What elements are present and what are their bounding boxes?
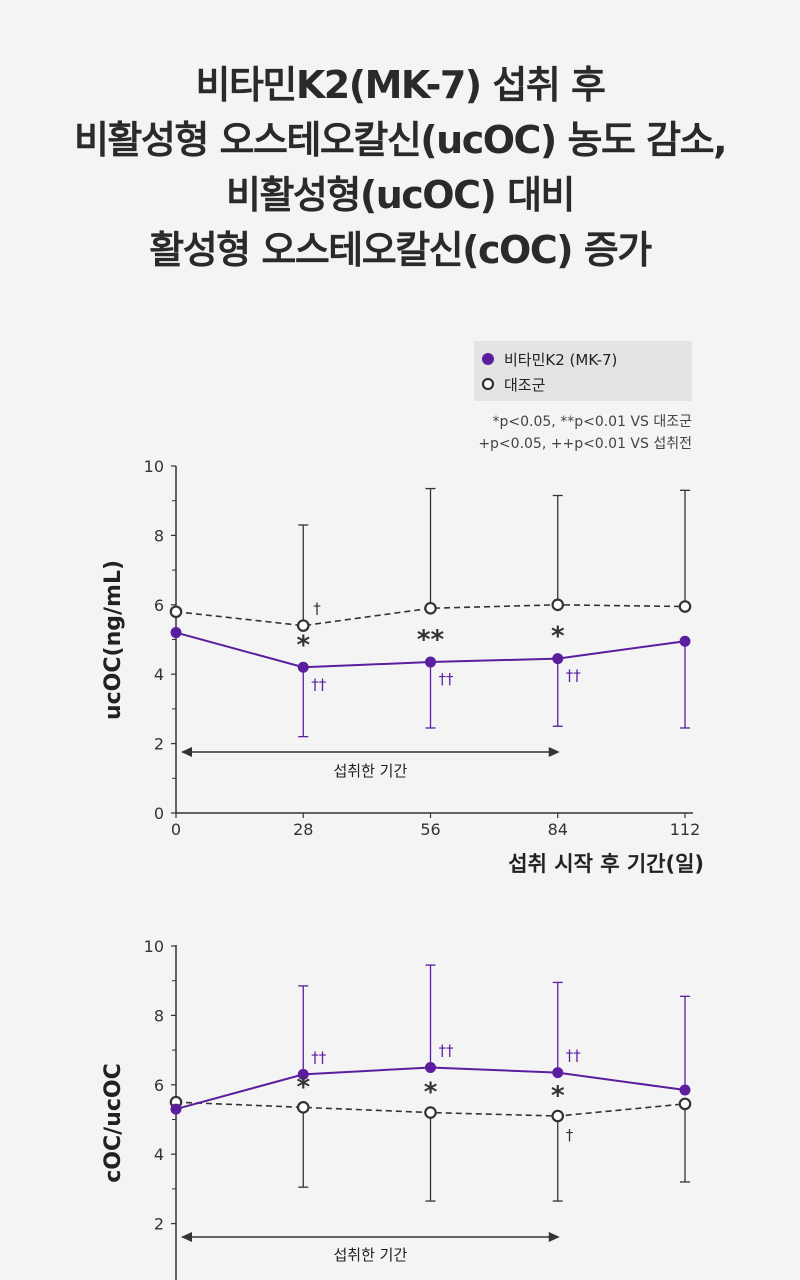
chart2-point-treatment: [679, 1084, 691, 1096]
chart2-y-tick-label: 2: [154, 1215, 164, 1234]
chart2-point-treatment: [552, 1067, 564, 1079]
chart1-series-line-control: [175, 603, 686, 627]
chart2-point-control: [551, 1109, 565, 1123]
chart2-point-control: [424, 1106, 437, 1119]
headline-line-4: 활성형 오스테오칼신(cOC) 증가: [149, 228, 652, 272]
chart1-dagger-control: †: [313, 600, 321, 618]
chart2-significance-star: *: [296, 1072, 310, 1102]
chart2-point-treatment: [170, 1103, 182, 1115]
chart1-intake-period-label: 섭취한 기간: [333, 762, 407, 780]
chart2-dagger-treatment: ††: [439, 1041, 455, 1059]
chart2-y-axis-label: cOC/ucOC: [101, 1063, 126, 1182]
legend-item-treatment: 비타민K2 (MK-7): [482, 349, 618, 370]
chart1-y-tick-label: 6: [154, 596, 164, 615]
open-circle-icon: [482, 378, 494, 390]
chart1-x-tick-label: 56: [420, 820, 440, 839]
chart2-dagger-treatment: ††: [566, 1047, 582, 1065]
chart1-point-control: [296, 619, 310, 632]
chart1-y-tick-label: 8: [154, 526, 164, 545]
chart2-significance-star: *: [551, 1081, 565, 1111]
legend: 비타민K2 (MK-7) 대조군: [474, 341, 692, 401]
headline: 비타민K2(MK-7) 섭취 후 비활성형 오스테오칼신(ucOC) 농도 감소…: [0, 58, 800, 278]
chart1-x-tick-label: 28: [293, 820, 313, 839]
chart2-y-tick-label: 10: [144, 937, 164, 956]
legend-item-control: 대조군: [482, 374, 546, 395]
headline-line-2: 비활성형 오스테오칼신(ucOC) 농도 감소,: [73, 118, 728, 162]
chart2-point-treatment: [425, 1061, 436, 1073]
chart2-point-control: [296, 1101, 310, 1114]
chart1-y-axis-label: ucOC(ng/mL): [101, 560, 126, 720]
legend-label-control: 대조군: [504, 376, 546, 394]
chart1-significance-star: *: [296, 630, 310, 660]
chart2-intake-period-label: 섭취한 기간: [333, 1246, 407, 1264]
chart1-dagger-treatment: ††: [566, 667, 582, 685]
chart1-x-tick-label: 0: [171, 820, 181, 839]
chart2-point-control: [678, 1097, 692, 1111]
chart1-significance-star: *: [551, 622, 565, 652]
chart2-dagger-treatment: ††: [311, 1048, 327, 1066]
chart2-arrow-head-left: [181, 1232, 192, 1242]
chart1-significance-star: **: [417, 625, 445, 655]
chart1-y-tick-label: 4: [154, 665, 164, 684]
chart1-y-tick-label: 0: [154, 804, 164, 823]
chart1-point-control: [424, 601, 437, 615]
chart2-y-tick-label: 8: [154, 1006, 164, 1025]
chart1-arrow-head-left: [181, 747, 192, 757]
headline-line-1: 비타민K2(MK-7) 섭취 후: [195, 63, 606, 107]
chart1-point-control: [678, 600, 692, 613]
chart1-point-treatment: [679, 635, 691, 647]
chart1-x-tick-label: 84: [548, 820, 568, 839]
chart1-y-tick-label: 2: [154, 735, 164, 754]
chart1-y-tick-label: 10: [144, 457, 164, 476]
significance-note-2: +p<0.05, ++p<0.01 VS 섭취전: [478, 436, 692, 452]
chart1-x-axis-label: 섭취 시작 후 기간(일): [508, 852, 704, 876]
chart2-dagger-control: †: [566, 1126, 574, 1144]
chart1-point-treatment: [170, 627, 182, 639]
chart1-point-treatment: [297, 661, 309, 673]
chart1-point-control: [169, 605, 183, 619]
chart2-y-tick-label: 4: [154, 1145, 164, 1164]
filled-circle-icon: [482, 353, 494, 365]
chart1-arrow-head-right: [548, 747, 560, 757]
chart1-dagger-treatment: ††: [439, 670, 455, 688]
headline-line-3: 비활성형(ucOC) 대비: [226, 173, 576, 217]
chart2-arrow-head-right: [548, 1232, 560, 1242]
legend-label-treatment: 비타민K2 (MK-7): [504, 351, 618, 369]
chart2-point-treatment: [297, 1068, 309, 1080]
chart1-dagger-treatment: ††: [311, 675, 327, 693]
chart1-x-tick-label: 112: [670, 820, 701, 839]
significance-note-1: *p<0.05, **p<0.01 VS 대조군: [492, 414, 692, 430]
chart1-point-control: [551, 598, 565, 612]
chart2-y-tick-label: 6: [154, 1076, 164, 1095]
chart1-point-treatment: [425, 656, 436, 668]
chart1-point-treatment: [552, 653, 564, 665]
chart2-significance-star: *: [424, 1078, 438, 1108]
